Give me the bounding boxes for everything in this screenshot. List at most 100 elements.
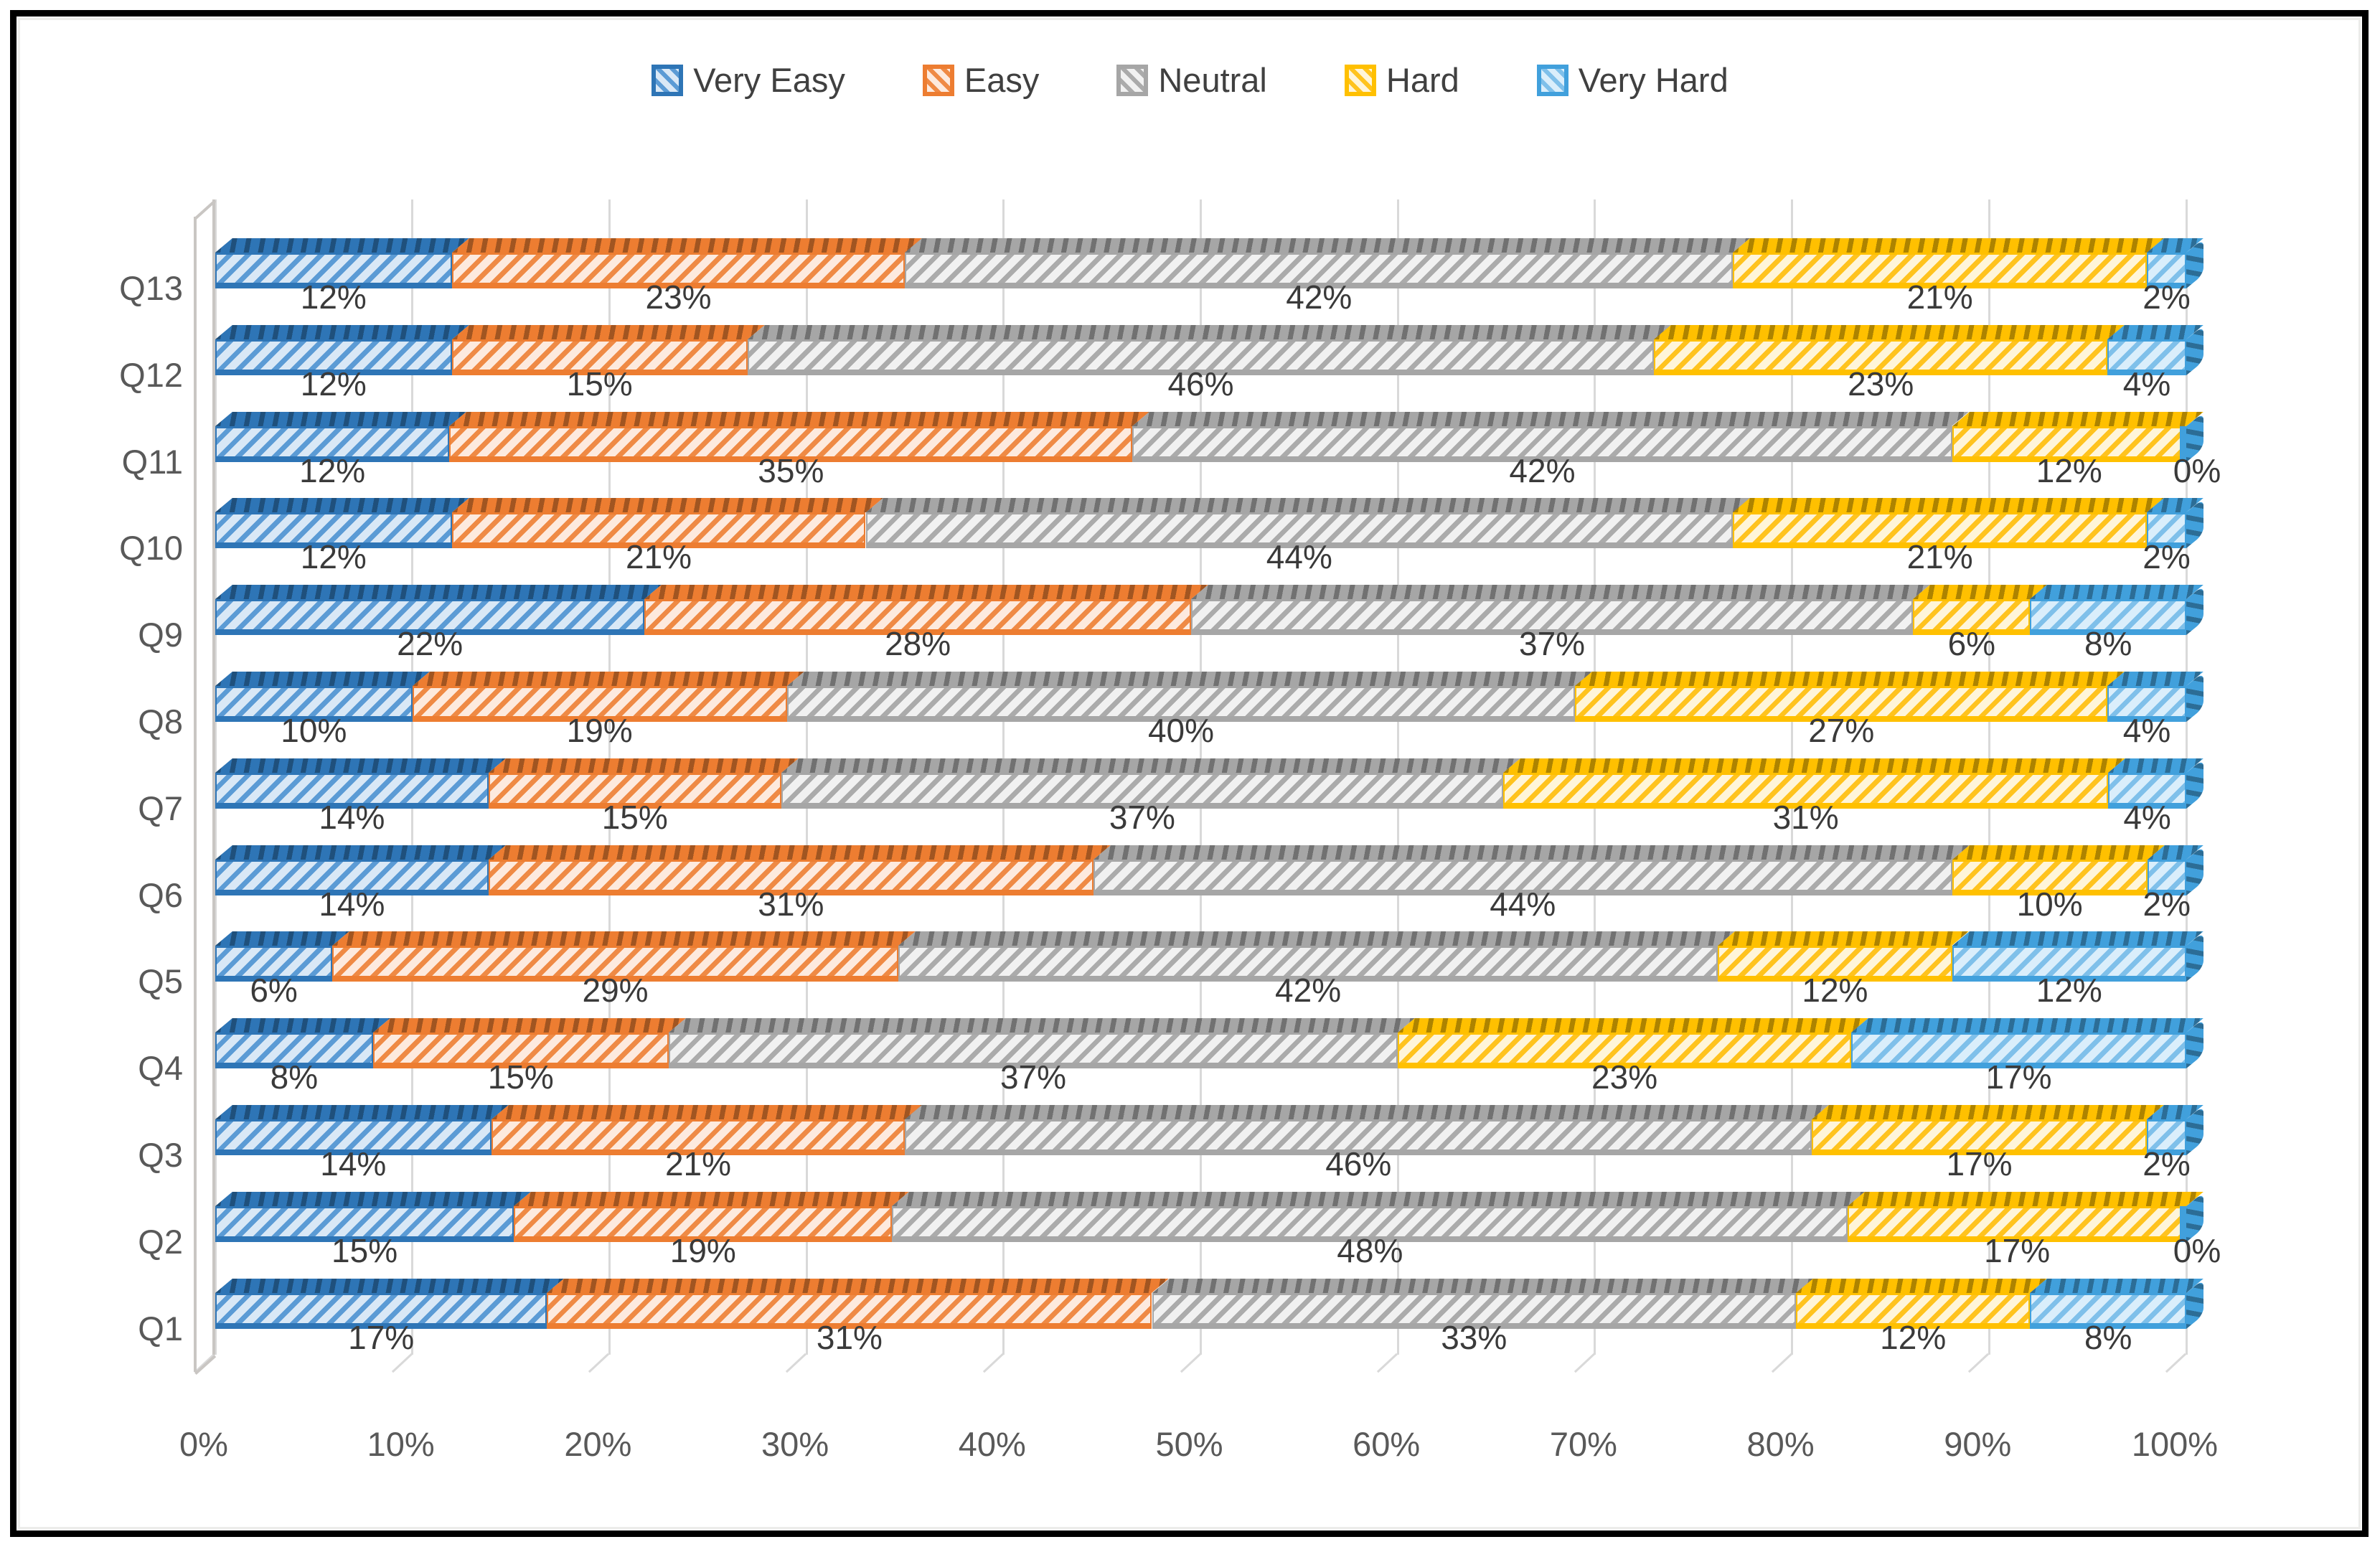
x-tick-label: 70% — [1549, 1425, 1617, 1463]
category-label: Q7 — [138, 789, 183, 827]
data-label: 31% — [758, 885, 824, 923]
x-tick-label: 40% — [958, 1425, 1026, 1463]
data-label: 33% — [1441, 1318, 1508, 1356]
data-label: 12% — [1880, 1318, 1947, 1356]
data-label: 17% — [348, 1318, 415, 1356]
bar-segment-hard — [1796, 1292, 2031, 1329]
bar-top-face-easy — [451, 498, 883, 513]
bar-segment-easy — [491, 1119, 906, 1155]
bar-segment-neutral — [1152, 1292, 1797, 1329]
bar-top-face-very-easy — [215, 1105, 509, 1119]
bar-segment-neutral — [892, 1205, 1848, 1242]
bar-top-face-easy — [449, 411, 1150, 426]
data-label: 14% — [319, 885, 385, 923]
bar-top-face-very-easy — [215, 585, 662, 600]
bar-top-face-neutral — [747, 324, 1672, 339]
data-label: 0% — [2173, 1231, 2221, 1269]
data-label: 12% — [1802, 972, 1868, 1010]
x-tick-label: 10% — [367, 1425, 435, 1463]
bar-top-face-very-easy — [215, 1278, 565, 1293]
data-label: 17% — [1984, 1231, 2051, 1269]
data-label: 12% — [300, 538, 367, 576]
bar-segment-very-easy — [215, 599, 645, 636]
bar-segment-very-easy — [215, 1119, 491, 1155]
data-label: 27% — [1808, 712, 1875, 749]
bar-segment-very-hard — [2147, 1119, 2186, 1155]
x-tick-label: 30% — [761, 1425, 829, 1463]
legend: Very Easy Easy Neutral Hard Very Hard — [0, 60, 2380, 100]
bar-top-face-very-easy — [215, 498, 469, 513]
bar-top-face-hard — [1398, 1018, 1868, 1033]
bar-top-face-very-easy — [215, 758, 506, 773]
bar-segment-sliver-very-hard — [2180, 1205, 2186, 1242]
x-tick-label: 0% — [179, 1425, 228, 1463]
bar-segment-very-easy — [215, 1205, 514, 1242]
bar-top-face-very-hard — [2030, 585, 2203, 600]
bar-top-face-easy — [547, 1278, 1170, 1293]
data-label: 17% — [1946, 1145, 2013, 1182]
x-tick-label: 50% — [1155, 1425, 1223, 1463]
bar-segment-neutral — [898, 946, 1718, 982]
bar-segment-easy — [451, 253, 906, 288]
category-label: Q2 — [138, 1222, 183, 1261]
bar-top-face-easy — [488, 758, 799, 773]
bar-segment-very-hard — [2147, 253, 2186, 288]
data-label: 10% — [281, 712, 347, 749]
bar-top-face-neutral — [1132, 411, 1970, 426]
legend-label-very-easy: Very Easy — [693, 61, 845, 99]
data-label: 42% — [1509, 451, 1576, 489]
bar-segment-hard — [1654, 339, 2108, 375]
bar-top-face-neutral — [898, 931, 1736, 946]
category-label: Q3 — [138, 1136, 183, 1174]
bar-top-face-hard — [1733, 238, 2164, 253]
bar-segment-very-easy — [215, 772, 489, 809]
category-label: Q6 — [138, 875, 183, 914]
bar-segment-very-easy — [215, 253, 452, 288]
bar-top-face-easy — [644, 585, 1208, 600]
legend-swatch-easy — [922, 64, 954, 96]
bar-top-face-hard — [1503, 758, 2126, 773]
bar-top-face-very-easy — [215, 324, 469, 339]
bar-segment-easy — [372, 1033, 669, 1069]
bar-segment-easy — [451, 339, 748, 375]
bar-top-face-very-hard — [1952, 931, 2203, 946]
data-label: 8% — [2084, 625, 2132, 663]
bar-segment-very-easy — [215, 859, 489, 895]
bar-top-face-neutral — [865, 498, 1751, 513]
bar-segment-very-hard — [2030, 599, 2186, 636]
bar-top-face-very-hard — [2030, 1278, 2203, 1293]
data-label: 8% — [2084, 1318, 2132, 1356]
data-label: 31% — [1772, 798, 1839, 836]
data-label: 6% — [1947, 625, 1996, 663]
bar-segment-very-easy — [215, 686, 413, 722]
bar-segment-neutral — [905, 1119, 1812, 1155]
bar-top-face-very-easy — [215, 672, 430, 686]
data-label: 37% — [1109, 798, 1175, 836]
data-label: 37% — [1519, 625, 1586, 663]
bar-segment-neutral — [747, 339, 1655, 375]
legend-item-neutral: Neutral — [1116, 60, 1267, 100]
bar-segment-hard — [1952, 425, 2186, 462]
data-label: 44% — [1490, 885, 1556, 923]
bar-top-face-easy — [451, 238, 923, 253]
bar-top-face-very-easy — [215, 845, 506, 860]
data-label: 19% — [669, 1231, 736, 1269]
bar-segment-neutral — [1093, 859, 1952, 895]
data-label: 23% — [645, 278, 712, 316]
bar-segment-very-easy — [215, 339, 452, 375]
bar-top-face-hard — [1733, 498, 2164, 513]
data-label: 2% — [2143, 538, 2191, 576]
bar-segment-neutral — [1132, 425, 1952, 462]
legend-item-hard: Hard — [1344, 60, 1459, 100]
bar-segment-easy — [488, 772, 781, 809]
chart-area-border — [18, 18, 2361, 1529]
bar-top-face-neutral — [1190, 585, 1931, 600]
bar-segment-hard — [1398, 1033, 1851, 1069]
wall-front-edge — [194, 217, 197, 1372]
data-label: 37% — [999, 1058, 1067, 1096]
data-label: 0% — [2173, 451, 2221, 489]
data-label: 6% — [250, 972, 298, 1010]
bar-top-face-very-easy — [215, 931, 350, 946]
bar-top-face-easy — [514, 1191, 910, 1206]
bar-top-face-neutral — [668, 1018, 1416, 1033]
